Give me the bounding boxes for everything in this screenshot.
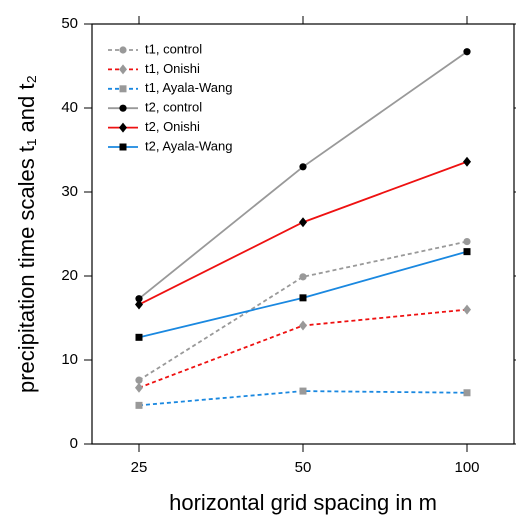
marker xyxy=(299,163,307,171)
legend-marker xyxy=(119,122,127,133)
series-line xyxy=(138,240,468,381)
legend-label: t2, control xyxy=(145,100,202,115)
x-axis-title: horizontal grid spacing in m xyxy=(169,490,437,515)
marker xyxy=(135,333,143,341)
marker xyxy=(463,237,471,246)
marker xyxy=(299,273,307,281)
marker xyxy=(463,48,471,56)
marker xyxy=(299,320,307,331)
legend-label: t2, Ayala-Wang xyxy=(145,138,232,153)
legend-marker xyxy=(119,46,127,54)
marker xyxy=(299,294,307,302)
legend-marker xyxy=(119,143,127,151)
y-tick-label: 30 xyxy=(61,183,78,200)
marker xyxy=(463,389,471,397)
legend-marker xyxy=(119,64,127,75)
y-tick-label: 10 xyxy=(61,351,78,368)
x-tick-label: 100 xyxy=(454,459,479,476)
marker xyxy=(299,387,307,395)
y-tick-label: 50 xyxy=(61,15,78,32)
y-axis-title: precipitation time scales t₁ and t₂ xyxy=(14,75,39,393)
legend-label: t1, Ayala-Wang xyxy=(145,80,232,95)
x-tick-label: 50 xyxy=(295,459,312,476)
marker xyxy=(135,382,143,393)
marker xyxy=(463,248,471,256)
y-tick-label: 0 xyxy=(70,435,78,452)
marker xyxy=(135,376,143,384)
legend-marker xyxy=(119,104,127,112)
y-tick-label: 40 xyxy=(61,99,78,116)
legend-label: t1, control xyxy=(145,41,202,56)
marker xyxy=(135,401,143,409)
legend-label: t1, Onishi xyxy=(145,61,200,76)
x-tick-label: 25 xyxy=(131,459,148,476)
marker xyxy=(135,299,143,310)
marker xyxy=(299,217,307,228)
marker xyxy=(135,295,143,303)
legend-marker xyxy=(119,85,127,93)
y-tick-label: 20 xyxy=(61,267,78,284)
marker xyxy=(463,304,471,315)
marker xyxy=(463,156,471,167)
legend-label: t2, Onishi xyxy=(145,119,200,134)
series-line xyxy=(138,160,468,306)
